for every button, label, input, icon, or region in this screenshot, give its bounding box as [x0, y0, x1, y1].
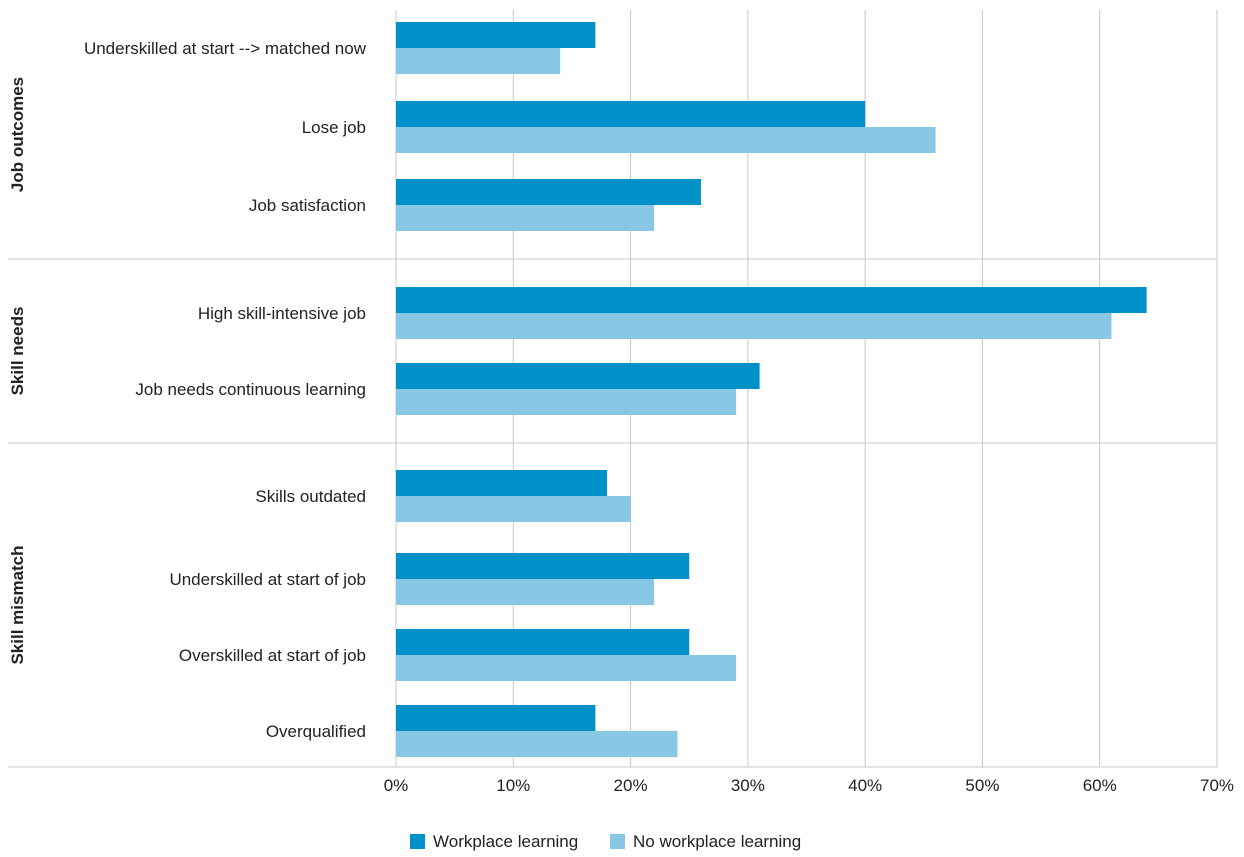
x-tick-label: 0%: [384, 776, 409, 795]
bar-workplace-learning-3: [396, 287, 1147, 313]
bar-no-workplace-learning-7: [396, 655, 737, 681]
bar-workplace-learning-8: [396, 705, 596, 731]
bar-workplace-learning-0: [396, 22, 596, 48]
bar-no-workplace-learning-4: [396, 389, 737, 415]
x-tick-label: 40%: [848, 776, 882, 795]
bar-workplace-learning-4: [396, 363, 760, 389]
group-label: Skill needs: [8, 307, 27, 396]
legend-label-0: Workplace learning: [433, 832, 578, 851]
bar-workplace-learning-7: [396, 629, 690, 655]
bar-no-workplace-learning-3: [396, 313, 1112, 339]
category-label: Overqualified: [266, 722, 366, 741]
x-tick-label: 50%: [965, 776, 999, 795]
bar-no-workplace-learning-5: [396, 496, 631, 522]
bar-no-workplace-learning-1: [396, 127, 936, 153]
category-label: Overskilled at start of job: [179, 646, 366, 665]
category-label: High skill-intensive job: [198, 304, 366, 323]
bar-workplace-learning-5: [396, 470, 608, 496]
legend-swatch-0: [410, 834, 425, 849]
bar-workplace-learning-1: [396, 101, 866, 127]
x-tick-label: 10%: [496, 776, 530, 795]
bar-no-workplace-learning-8: [396, 731, 678, 757]
category-label: Underskilled at start of job: [169, 570, 366, 589]
bar-workplace-learning-6: [396, 553, 690, 579]
x-tick-label: 70%: [1200, 776, 1234, 795]
category-label: Lose job: [302, 118, 366, 137]
bar-no-workplace-learning-2: [396, 205, 655, 231]
category-label: Skills outdated: [255, 487, 366, 506]
x-tick-label: 60%: [1083, 776, 1117, 795]
bar-no-workplace-learning-6: [396, 579, 655, 605]
category-label: Underskilled at start --> matched now: [84, 39, 367, 58]
bar-no-workplace-learning-0: [396, 48, 561, 74]
category-label: Job needs continuous learning: [135, 380, 366, 399]
x-tick-label: 30%: [731, 776, 765, 795]
category-label: Job satisfaction: [249, 196, 366, 215]
group-label: Job outcomes: [8, 77, 27, 192]
x-tick-label: 20%: [614, 776, 648, 795]
legend-swatch-1: [610, 834, 625, 849]
bar-workplace-learning-2: [396, 179, 701, 205]
legend-label-1: No workplace learning: [633, 832, 801, 851]
group-label: Skill mismatch: [8, 545, 27, 664]
